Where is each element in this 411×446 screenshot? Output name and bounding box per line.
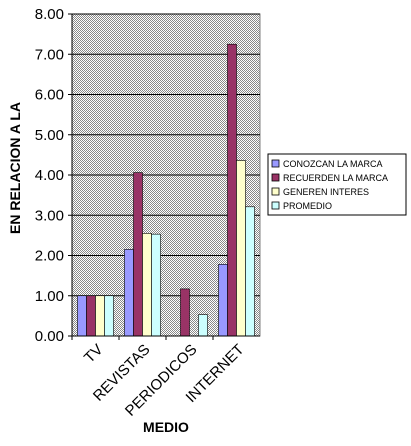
y-tick-label: 8.00	[35, 6, 64, 23]
bar	[227, 43, 237, 337]
legend-swatch	[271, 159, 280, 168]
legend-swatch	[271, 187, 280, 196]
bar	[86, 295, 96, 337]
bar	[133, 172, 143, 337]
bar	[236, 160, 246, 337]
legend-swatch	[271, 173, 280, 182]
y-tick-label: 4.00	[35, 167, 64, 184]
bar	[180, 288, 190, 337]
bar	[95, 295, 105, 337]
bar	[218, 264, 228, 337]
x-axis-title: MEDIO	[143, 419, 189, 435]
legend-swatch	[271, 201, 280, 210]
bar	[124, 249, 134, 337]
bars	[77, 43, 255, 337]
bar	[245, 206, 255, 337]
y-tick-label: 1.00	[35, 288, 64, 305]
y-tick-label: 5.00	[35, 127, 64, 144]
legend-label: CONOZCAN LA MARCA	[283, 159, 383, 169]
bar	[104, 295, 114, 337]
y-tick-label: 0.00	[35, 328, 64, 345]
y-tick-label: 6.00	[35, 87, 64, 104]
y-tick-label: 2.00	[35, 248, 64, 265]
y-tick-labels: 0.00 1.00 2.00 3.00 4.00 5.00 6.00 7.00 8.00	[35, 6, 72, 345]
legend-box	[267, 153, 407, 216]
bar	[142, 233, 152, 337]
legend-label: PROMEDIO	[283, 201, 332, 211]
legend-label: RECUERDEN LA MARCA	[283, 173, 388, 183]
bar	[151, 233, 161, 337]
bar	[198, 314, 208, 337]
y-tick-label: 7.00	[35, 46, 64, 63]
bar	[77, 295, 87, 337]
legend-label: GENEREN INTERES	[283, 187, 369, 197]
y-axis-title: EN RELACION A LA	[7, 102, 23, 234]
legend: CONOZCAN LA MARCA RECUERDEN LA MARCA GENER…	[267, 153, 407, 216]
y-tick-label: 3.00	[35, 207, 64, 224]
x-tick-label: TV	[81, 341, 107, 367]
